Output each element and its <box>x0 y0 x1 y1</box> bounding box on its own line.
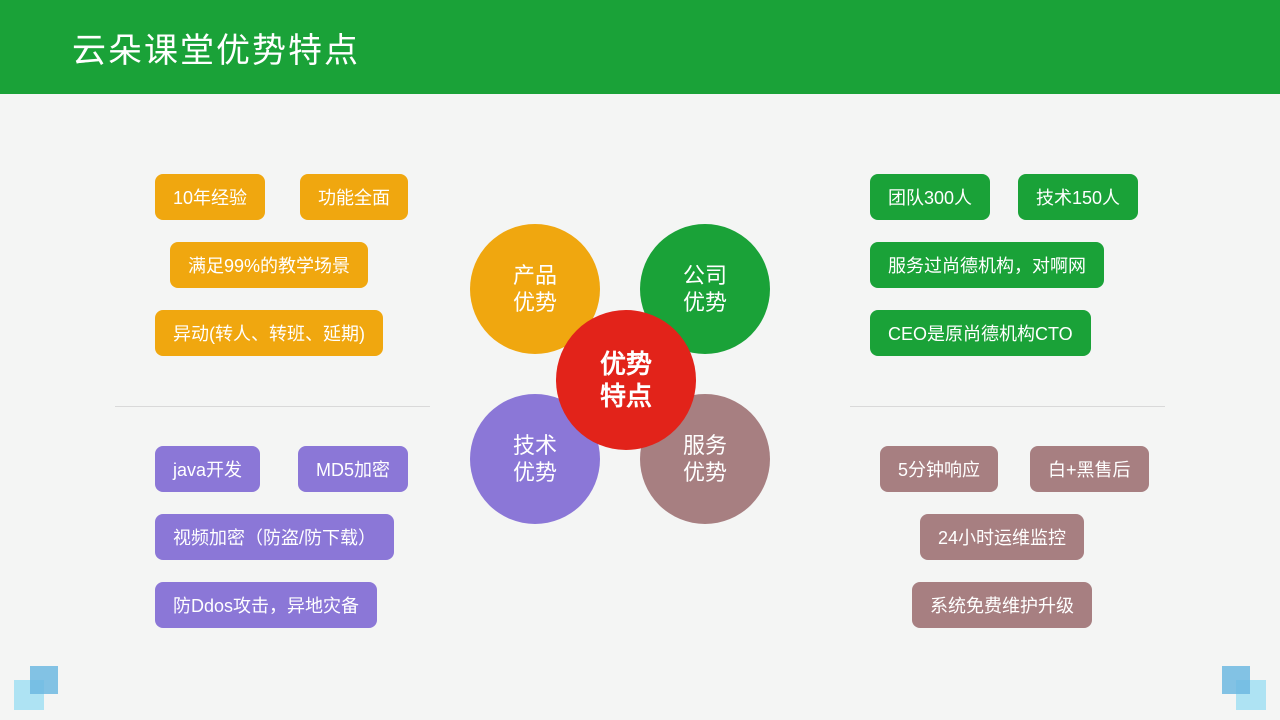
feature-pill: java开发 <box>155 446 260 492</box>
feature-pill: 异动(转人、转班、延期) <box>155 310 383 356</box>
header-bar: 云朵课堂优势特点 <box>0 0 1280 94</box>
corner-decoration-right <box>1222 666 1266 710</box>
feature-pill: CEO是原尚德机构CTO <box>870 310 1091 356</box>
feature-pill: MD5加密 <box>298 446 408 492</box>
center-node: 优势特点 <box>556 310 696 450</box>
feature-pill: 防Ddos攻击，异地灾备 <box>155 582 377 628</box>
separator-left <box>115 406 430 407</box>
feature-pill: 视频加密（防盗/防下载） <box>155 514 394 560</box>
feature-pill: 白+黑售后 <box>1030 446 1149 492</box>
feature-pill: 系统免费维护升级 <box>912 582 1092 628</box>
corner-decoration-left <box>14 666 58 710</box>
diagram-stage: 10年经验功能全面满足99%的教学场景异动(转人、转班、延期) 团队300人技术1… <box>0 94 1280 720</box>
feature-pill: 满足99%的教学场景 <box>170 242 368 288</box>
feature-pill: 10年经验 <box>155 174 265 220</box>
page-title: 云朵课堂优势特点 <box>72 23 360 72</box>
feature-pill: 24小时运维监控 <box>920 514 1084 560</box>
feature-pill: 功能全面 <box>300 174 408 220</box>
feature-pill: 5分钟响应 <box>880 446 998 492</box>
feature-pill: 技术150人 <box>1018 174 1138 220</box>
feature-pill: 团队300人 <box>870 174 990 220</box>
separator-right <box>850 406 1165 407</box>
feature-pill: 服务过尚德机构，对啊网 <box>870 242 1104 288</box>
